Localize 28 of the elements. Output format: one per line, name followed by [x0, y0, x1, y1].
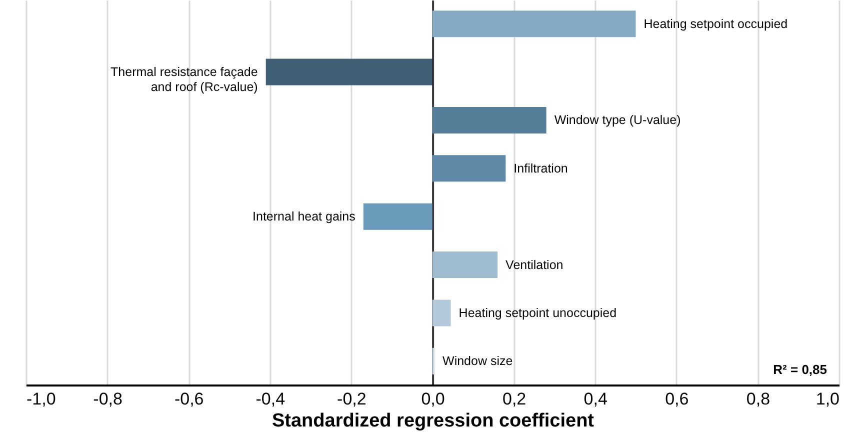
y-tick-label: Internal heat gains: [252, 210, 356, 224]
x-tick-label: 0,2: [502, 390, 526, 408]
bar: [432, 252, 498, 278]
y-tick-label: Heating setpoint unoccupied: [458, 306, 617, 320]
y-tick-label: Window size: [442, 354, 513, 368]
x-tick-label: -0,2: [337, 390, 366, 408]
x-tick-label: 1,0: [816, 390, 840, 408]
y-tick-label: Thermal resistance façade and roof (Rc-value): [110, 65, 258, 94]
annotation: R² = 0,85: [773, 362, 827, 377]
bar: [432, 300, 451, 326]
bar: [363, 203, 432, 230]
bar: [266, 58, 432, 86]
x-tick-label: -0,8: [93, 390, 122, 408]
x-tick-label: 0,0: [421, 390, 445, 408]
y-tick-label: Infiltration: [514, 161, 568, 176]
x-tick-label: -0,6: [174, 390, 204, 408]
y-tick-label: Window type (U-value): [554, 113, 681, 128]
y-tick-label: Ventilation: [506, 258, 564, 272]
bar: [432, 10, 636, 38]
y-tick-label: Heating setpoint occupied: [644, 16, 788, 31]
x-axis-title: Standardized regression coefficient: [272, 410, 595, 432]
x-tick-label: -0,4: [256, 390, 286, 408]
x-tick-label: 0,6: [665, 390, 689, 408]
x-tick-label: -1,0: [26, 390, 56, 408]
x-tick-label: 0,4: [584, 390, 608, 408]
bar: [432, 106, 546, 134]
bar: [432, 155, 506, 182]
x-tick-label: 0,8: [746, 390, 770, 408]
